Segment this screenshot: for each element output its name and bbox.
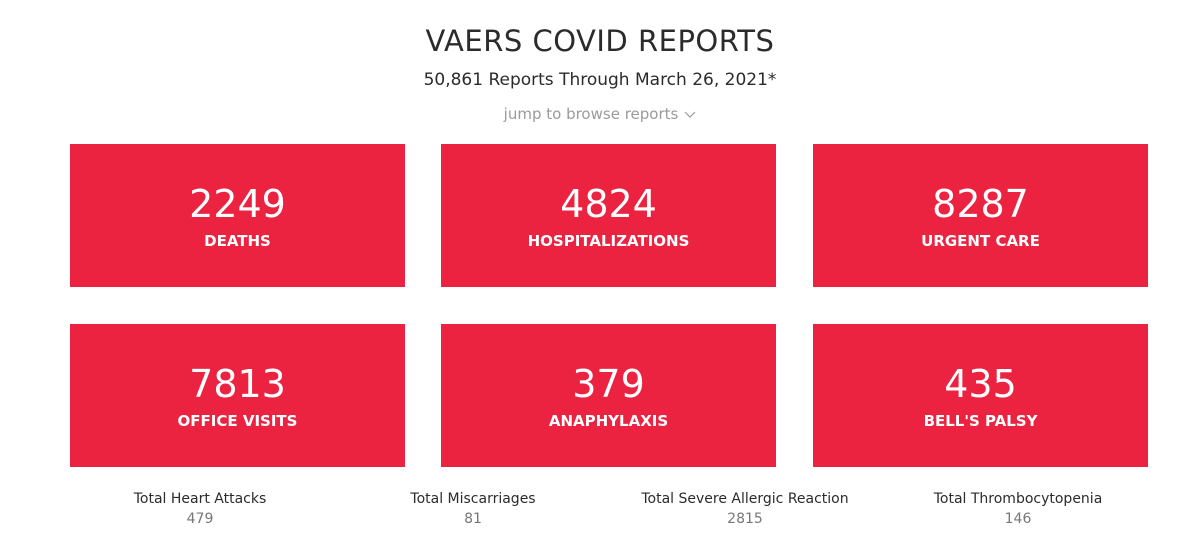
summary-stat: Total Thrombocytopenia 146 <box>888 491 1148 527</box>
stat-value: 146 <box>1004 511 1032 527</box>
stat-card: 2249 DEATHS <box>70 144 405 287</box>
stat-card: 435 BELL'S PALSY <box>813 324 1148 467</box>
chevron-icon <box>684 111 696 118</box>
card-value: 4824 <box>560 182 657 226</box>
summary-stat: Total Heart Attacks 479 <box>70 491 330 527</box>
stat-value: 479 <box>186 511 214 527</box>
card-label: OFFICE VISITS <box>177 412 298 430</box>
card-value: 2249 <box>189 182 286 226</box>
stat-card: 7813 OFFICE VISITS <box>70 324 405 467</box>
stat-value: 2815 <box>727 511 763 527</box>
stat-label: Total Heart Attacks <box>133 491 267 507</box>
stat-label: Total Thrombocytopenia <box>933 491 1103 507</box>
stat-card: 4824 HOSPITALIZATIONS <box>441 144 776 287</box>
stat-card: 379 ANAPHYLAXIS <box>441 324 776 467</box>
card-label: ANAPHYLAXIS <box>548 412 669 430</box>
card-label: HOSPITALIZATIONS <box>527 232 690 250</box>
subtitle: 50,861 Reports Through March 26, 2021* <box>423 70 777 90</box>
stat-card: 8287 URGENT CARE <box>813 144 1148 287</box>
stat-label: Total Severe Allergic Reaction <box>641 491 849 507</box>
stat-value: 81 <box>464 511 482 527</box>
card-value: 435 <box>944 362 1017 406</box>
card-label: DEATHS <box>204 232 271 250</box>
card-value: 8287 <box>932 182 1029 226</box>
stat-label: Total Miscarriages <box>410 491 536 507</box>
summary-stat: Total Miscarriages 81 <box>343 491 603 527</box>
page-title: VAERS COVID REPORTS <box>425 24 775 58</box>
jump-link[interactable]: jump to browse reports <box>0 105 1200 123</box>
card-label: BELL'S PALSY <box>923 412 1038 430</box>
card-label: URGENT CARE <box>921 232 1040 250</box>
summary-stat: Total Severe Allergic Reaction 2815 <box>615 491 875 527</box>
jump-link-text[interactable]: jump to browse reports <box>503 105 679 123</box>
card-value: 7813 <box>189 362 286 406</box>
card-value: 379 <box>572 362 645 406</box>
